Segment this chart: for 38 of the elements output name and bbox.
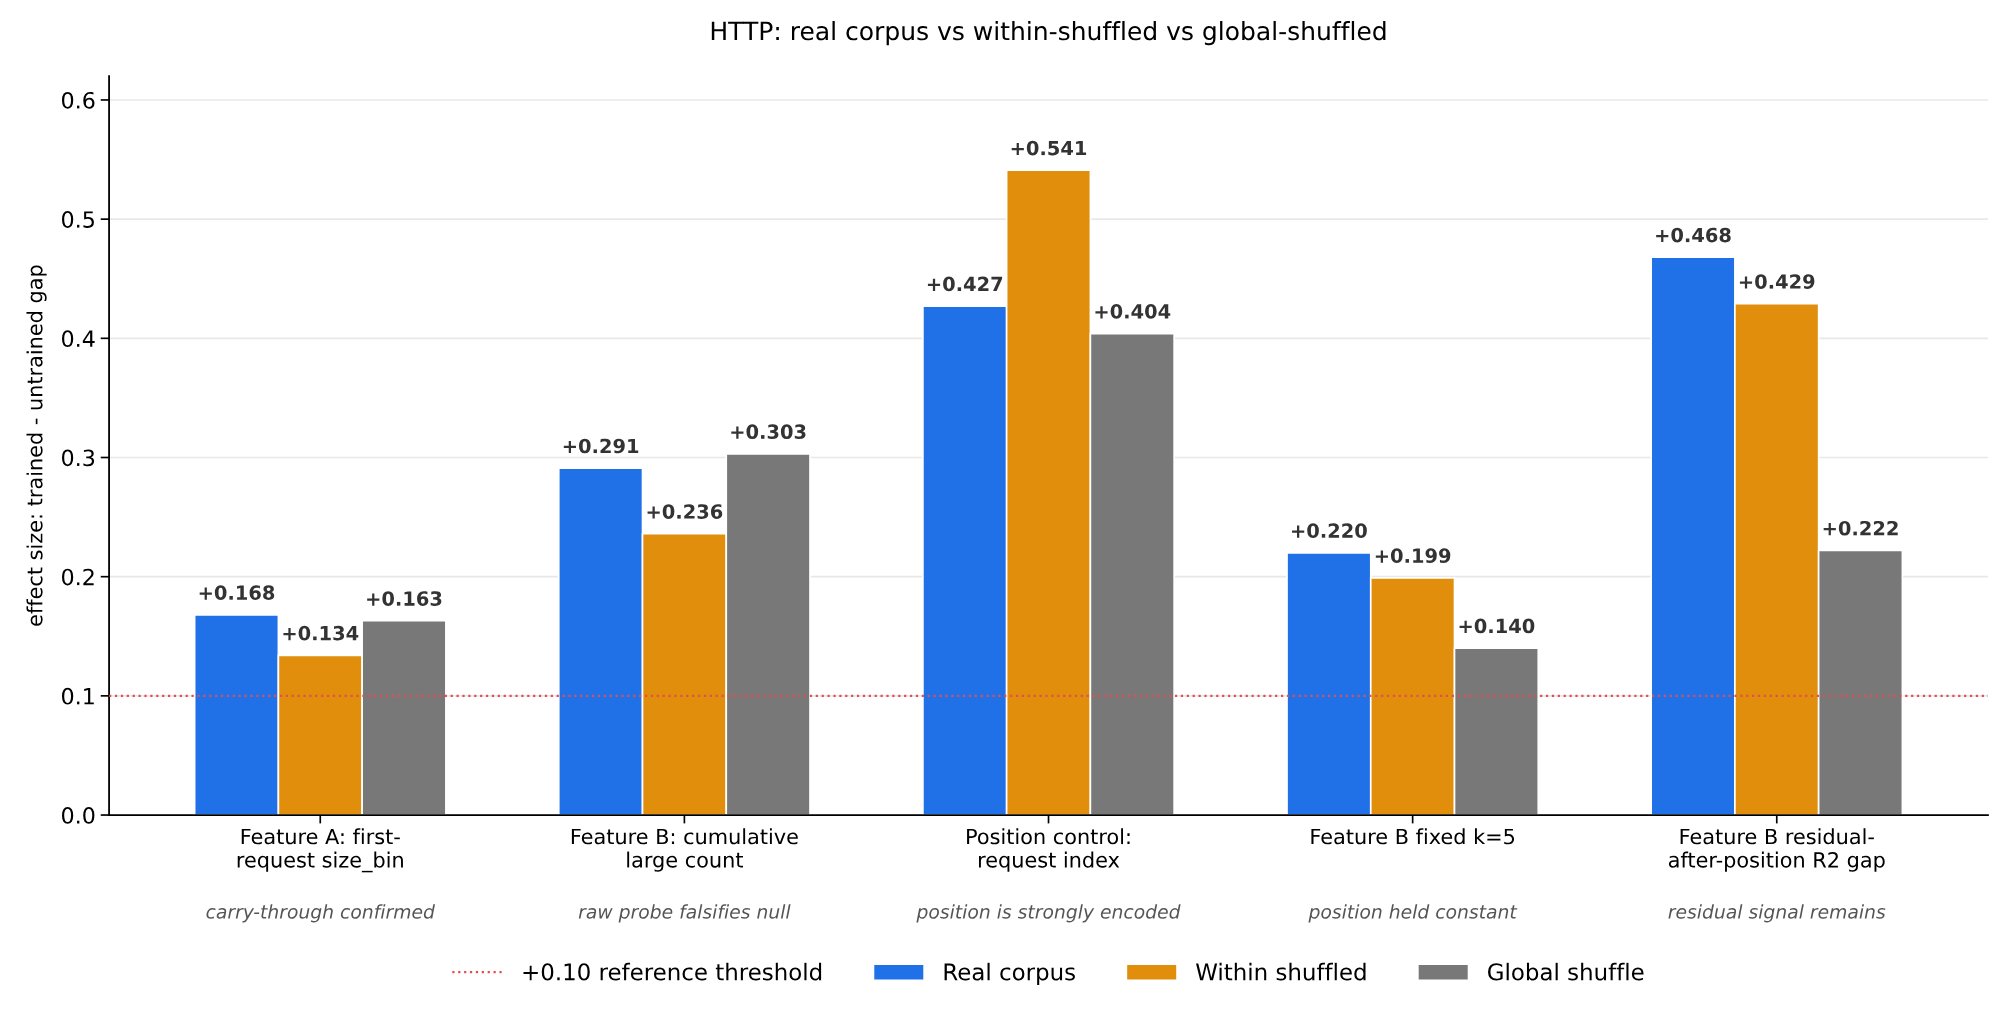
data-label: +0.163 bbox=[367, 591, 442, 606]
x-tick-label: Feature B fixed k=5 bbox=[1311, 828, 1515, 845]
data-label: +0.220 bbox=[1292, 523, 1367, 538]
x-tick-label: Feature B residual- after-position R2 gap bbox=[1668, 828, 1885, 872]
data-label: +0.199 bbox=[1375, 548, 1451, 563]
data-label: +0.541 bbox=[1011, 140, 1087, 156]
legend-label: Within shuffled bbox=[1196, 962, 1366, 981]
x-tick-label: Feature B: cumulative large count bbox=[571, 828, 798, 872]
legend-label: Real corpus bbox=[944, 962, 1075, 985]
y-tick-label: 0.2 bbox=[62, 568, 94, 586]
text: residual signal remains bbox=[1668, 904, 1886, 923]
data-label: +0.468 bbox=[1656, 227, 1731, 243]
data-label: +0.222 bbox=[1823, 520, 1898, 536]
data-label: +0.429 bbox=[1739, 274, 1815, 289]
y-tick-label: 0.0 bbox=[62, 806, 95, 824]
text: position is strongly encoded bbox=[916, 904, 1181, 923]
data-label: +0.427 bbox=[927, 276, 1003, 292]
y-tick-label: 0.5 bbox=[62, 211, 94, 228]
legend-label: +0.10 reference threshold bbox=[523, 962, 822, 981]
data-label: +0.134 bbox=[283, 625, 359, 641]
legend-label: Global shuffle bbox=[1488, 962, 1644, 981]
x-tick-label: Position control: request index bbox=[967, 828, 1130, 872]
text: raw probe falsifies null bbox=[578, 904, 791, 923]
data-label: +0.140 bbox=[1459, 618, 1535, 634]
text: carry-through confirmed bbox=[206, 904, 436, 923]
data-label: +0.291 bbox=[563, 438, 639, 454]
y-tick-label: 0.4 bbox=[62, 330, 95, 348]
data-label: +0.303 bbox=[731, 424, 806, 440]
text: position held constant bbox=[1308, 904, 1518, 923]
y-tick-label: 0.1 bbox=[62, 687, 94, 705]
chart-title: HTTP: real corpus vs within-shuffled vs global-shuffled bbox=[711, 21, 1386, 46]
data-label: +0.404 bbox=[1095, 303, 1171, 319]
data-label: +0.168 bbox=[199, 585, 275, 600]
y-tick-label: 0.3 bbox=[62, 449, 95, 467]
y-axis-title: effect size: trained - untrained gap bbox=[26, 265, 47, 626]
data-label: +0.236 bbox=[647, 504, 723, 519]
x-tick-label: Feature A: first- request size_bin bbox=[237, 828, 403, 873]
y-tick-label: 0.6 bbox=[62, 91, 95, 109]
